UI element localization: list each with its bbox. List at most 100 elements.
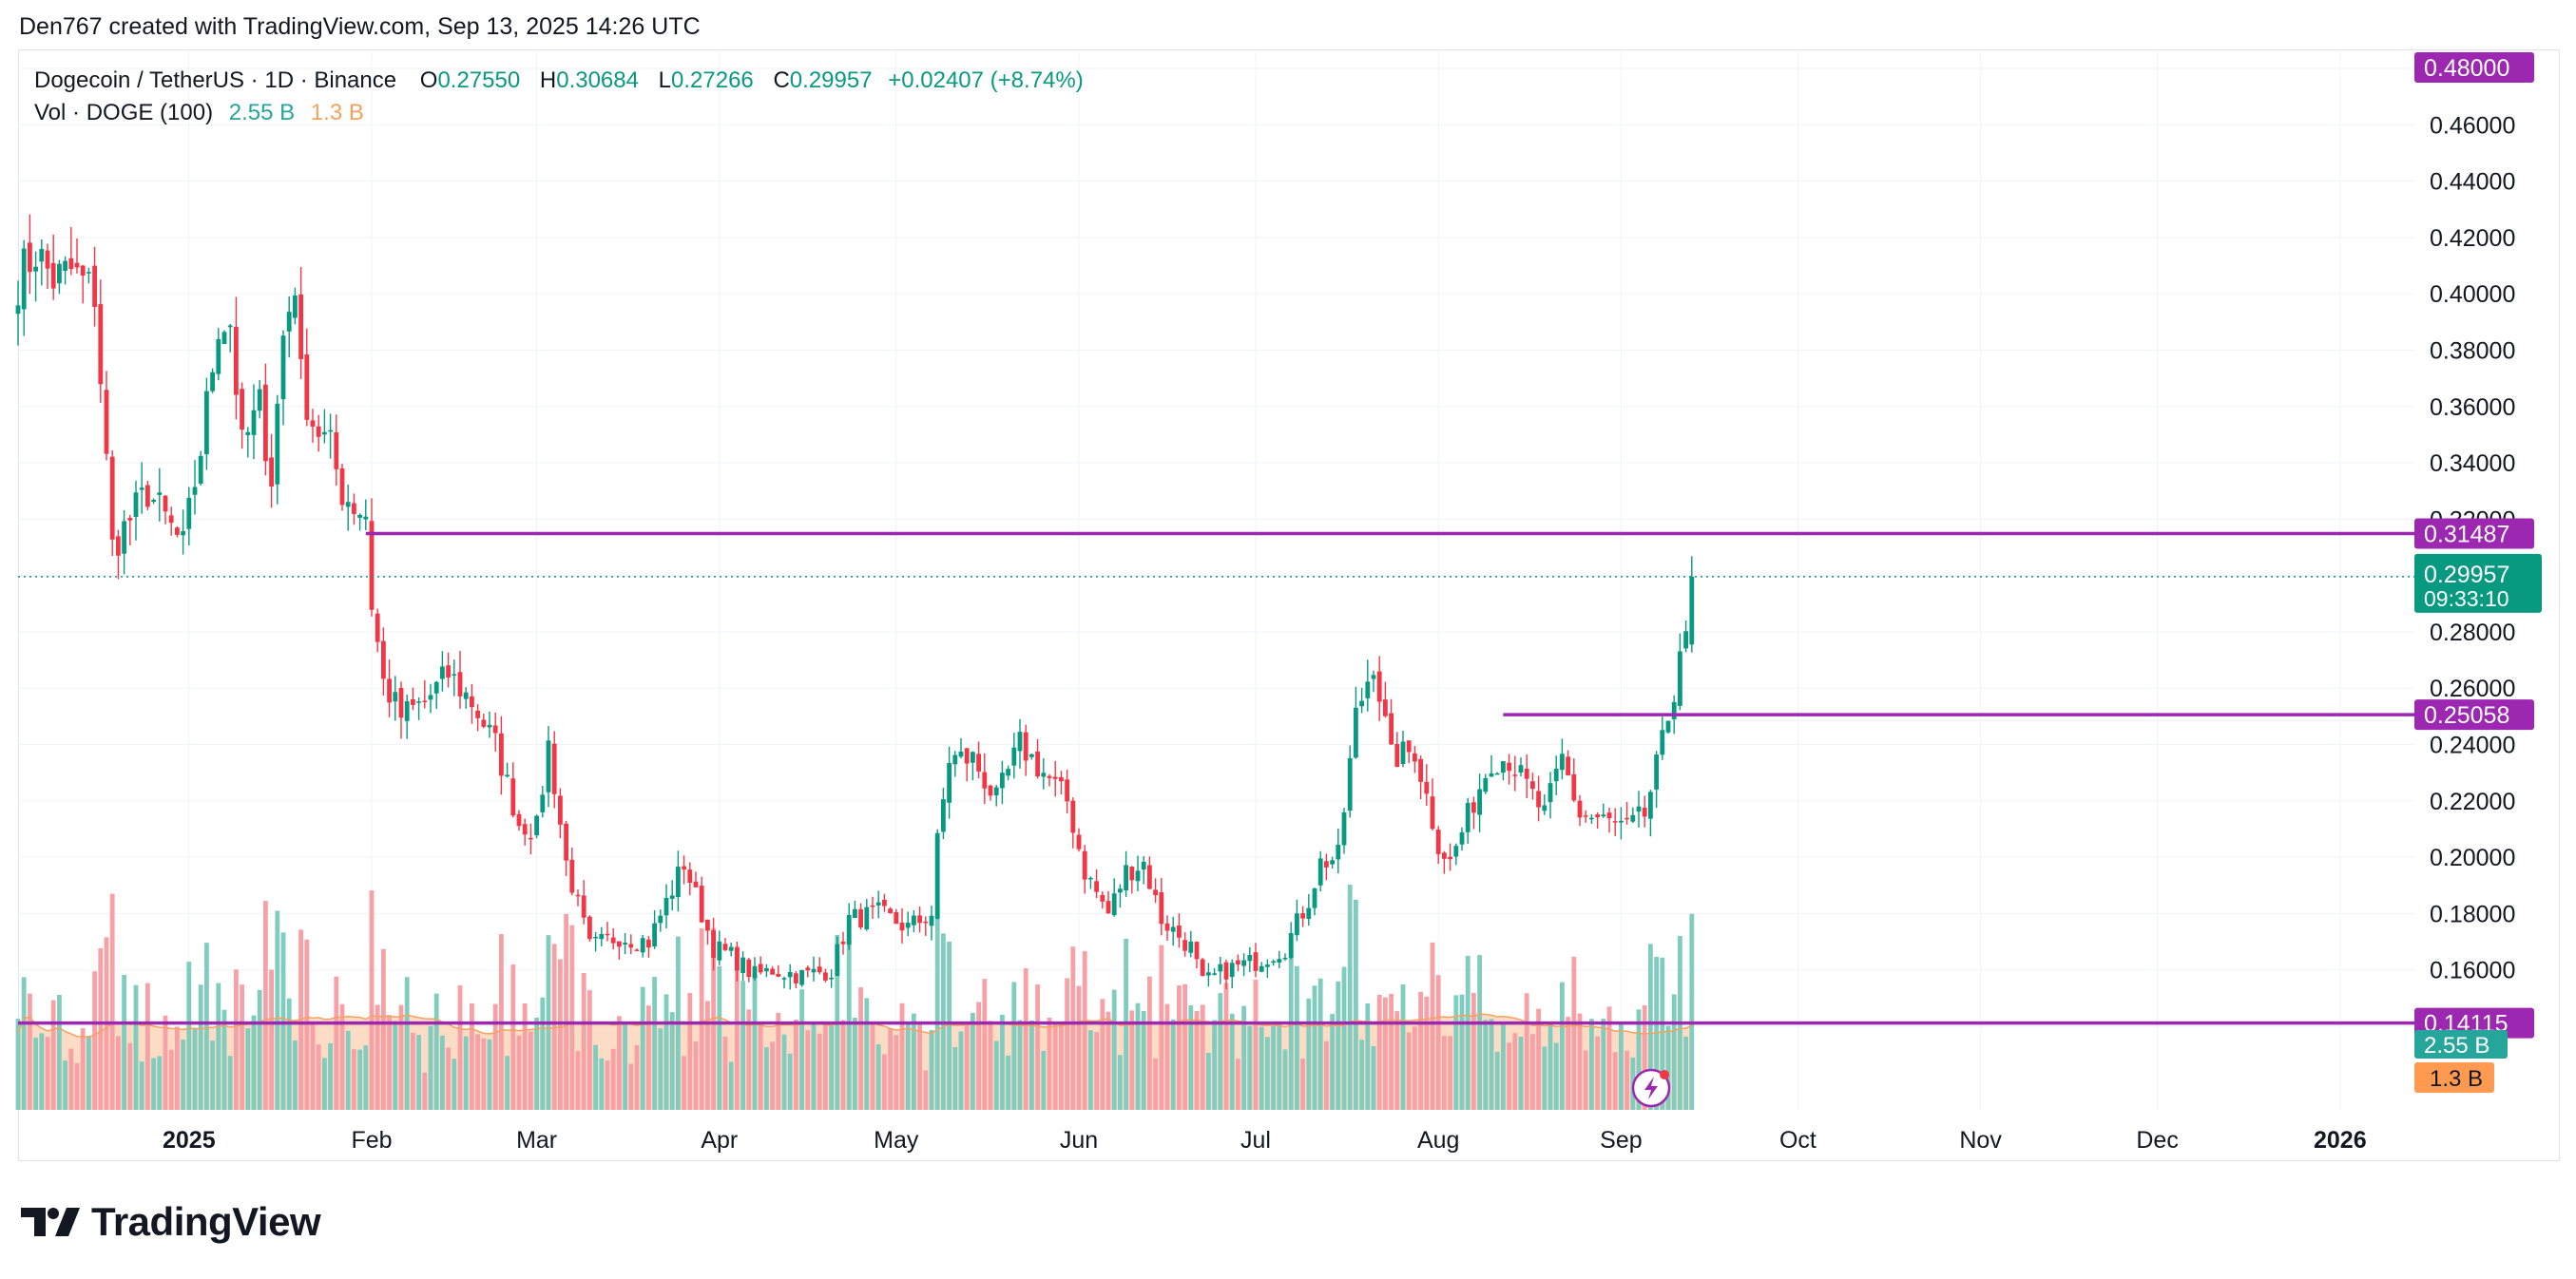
candle-body <box>776 974 781 977</box>
volume-bar <box>805 1030 811 1110</box>
candle-body <box>1312 888 1317 908</box>
candle-body <box>1118 888 1123 893</box>
candle-body <box>1295 913 1299 936</box>
volume-bar <box>398 1004 404 1110</box>
candle-body <box>116 536 121 556</box>
volume-bar <box>334 976 339 1110</box>
candle-body <box>1341 811 1347 846</box>
candle-body <box>864 907 870 929</box>
candle-body <box>1548 783 1553 803</box>
volume-bar <box>116 1036 121 1110</box>
candle-body <box>286 312 292 332</box>
candle-body <box>398 687 404 718</box>
volume-bar <box>133 984 139 1110</box>
volume-bar <box>221 1009 227 1110</box>
volume-bar <box>1477 955 1482 1110</box>
candle-body <box>310 420 316 427</box>
volume-bar <box>817 1033 822 1110</box>
candle-body <box>958 751 964 757</box>
price-chart[interactable]: 0.48000 0.46000 0.44000 0.42000 0.40000 0.380… <box>0 0 2576 1169</box>
candle-body <box>1371 675 1376 679</box>
candle-body <box>1100 894 1105 902</box>
candle-body <box>1000 773 1005 789</box>
tradingview-brand[interactable]: TradingView <box>21 1199 321 1245</box>
volume-bar <box>1194 1011 1200 1110</box>
candle-body <box>711 930 716 959</box>
candle-body <box>510 778 516 816</box>
volume-bar <box>1259 1026 1264 1110</box>
volume-bar <box>510 964 516 1110</box>
volume-bar <box>1624 1050 1629 1110</box>
time-tick-label: 2026 <box>2314 1127 2367 1154</box>
volume-bar <box>257 989 262 1110</box>
volume-bar <box>1105 1011 1111 1110</box>
candle-body <box>1029 754 1034 757</box>
volume-bar <box>658 1028 663 1110</box>
volume-bar <box>1177 985 1182 1110</box>
volume-bar <box>870 1024 875 1110</box>
candle-body <box>794 973 798 983</box>
candle-body <box>1589 817 1594 820</box>
price-tick-label: 0.26000 <box>2430 676 2515 702</box>
candle-body <box>416 701 421 703</box>
volume-bar <box>1518 1036 1524 1110</box>
countdown-tag: 09:33:10 <box>2424 586 2509 611</box>
volume-bar <box>446 1047 451 1110</box>
volume-bar <box>363 1045 369 1110</box>
volume-bar <box>687 992 693 1110</box>
price-tags: 0.480000.314870.250580.141150.2995709:33… <box>2414 52 2542 1093</box>
candle-body <box>1006 769 1010 776</box>
volume-bar <box>98 947 104 1110</box>
candle-body <box>1665 720 1671 733</box>
candle-body <box>1518 765 1524 773</box>
volume-title[interactable]: Vol · DOGE (100) <box>34 100 214 125</box>
volume-bar <box>1212 1020 1217 1110</box>
volume-bar <box>63 1060 67 1110</box>
candle-body <box>422 700 428 702</box>
candle-body <box>1435 830 1441 854</box>
volume-bar <box>1164 1003 1170 1110</box>
volume-bar <box>1448 1036 1452 1110</box>
volume-bar <box>1435 975 1441 1110</box>
candle-body <box>770 968 775 975</box>
volume-bar <box>1400 984 1406 1110</box>
volume-bar <box>1188 1005 1194 1110</box>
candle-body <box>1141 861 1146 870</box>
candle-body <box>740 957 745 974</box>
volume-bar <box>794 1020 798 1110</box>
candle-body <box>912 915 916 926</box>
candle-body <box>1354 707 1358 758</box>
brand-name: TradingView <box>91 1199 321 1244</box>
volume-bar <box>1494 1051 1500 1110</box>
volume-bar <box>1430 942 1435 1110</box>
candle-body <box>428 695 433 700</box>
volume-bar <box>145 983 150 1110</box>
candle-body <box>905 922 911 928</box>
top-price-tag: 0.48000 <box>2424 55 2509 82</box>
candle-body <box>80 265 86 276</box>
lightning-icon[interactable] <box>1631 1068 1671 1108</box>
candle-body <box>1236 960 1240 964</box>
volume-bar <box>50 1000 56 1110</box>
symbol-title[interactable]: Dogecoin / TetherUS · 1D · Binance <box>34 67 397 93</box>
chart-frame[interactable] <box>18 49 2560 1161</box>
volume-bar <box>127 1042 133 1110</box>
volume-bar <box>912 1013 916 1110</box>
candle-body <box>1129 867 1135 881</box>
volume-bar <box>1153 1058 1158 1110</box>
candle-body <box>894 911 899 925</box>
volume-bar <box>210 1040 215 1110</box>
candle-body <box>1678 651 1682 706</box>
candle-body <box>1536 791 1541 808</box>
volume-bar <box>1011 982 1017 1110</box>
volume-bar <box>610 1048 616 1110</box>
candle-body <box>204 391 209 455</box>
horizontal-levels <box>18 531 2414 1025</box>
volume-bar <box>1689 913 1695 1110</box>
volume-bar <box>934 839 940 1110</box>
volume-bar <box>1247 1025 1253 1110</box>
price-tick-label: 0.46000 <box>2430 112 2515 139</box>
candle-body <box>198 455 203 484</box>
volume-bar <box>1265 1037 1270 1110</box>
volume-bar <box>204 943 209 1110</box>
